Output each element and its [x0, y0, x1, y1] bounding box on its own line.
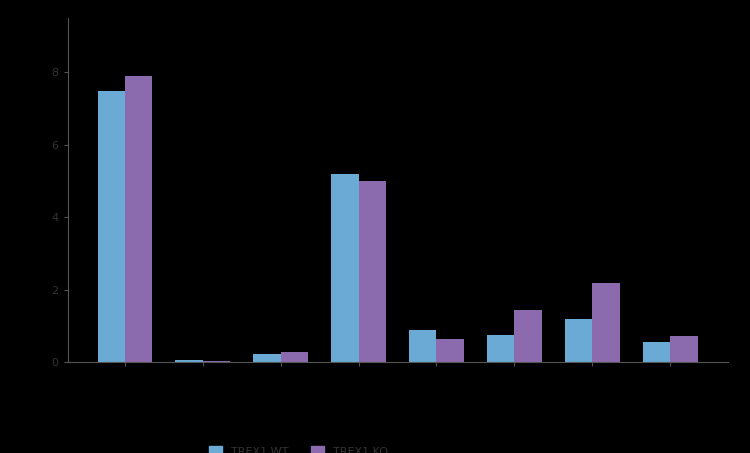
Bar [565, 319, 592, 362]
Bar [98, 91, 124, 362]
Bar [436, 339, 463, 362]
Bar [332, 174, 358, 362]
Bar [358, 181, 386, 362]
Bar [124, 76, 152, 362]
Bar [176, 360, 202, 362]
Bar [592, 283, 619, 362]
Bar [643, 342, 670, 362]
Bar [487, 335, 514, 362]
Bar [670, 336, 698, 362]
Bar [410, 330, 436, 362]
Bar [202, 361, 230, 362]
Bar [514, 310, 541, 362]
Bar [254, 354, 280, 362]
Bar [280, 352, 308, 362]
Legend: TREX1 WT, TREX1 KO: TREX1 WT, TREX1 KO [206, 443, 392, 453]
